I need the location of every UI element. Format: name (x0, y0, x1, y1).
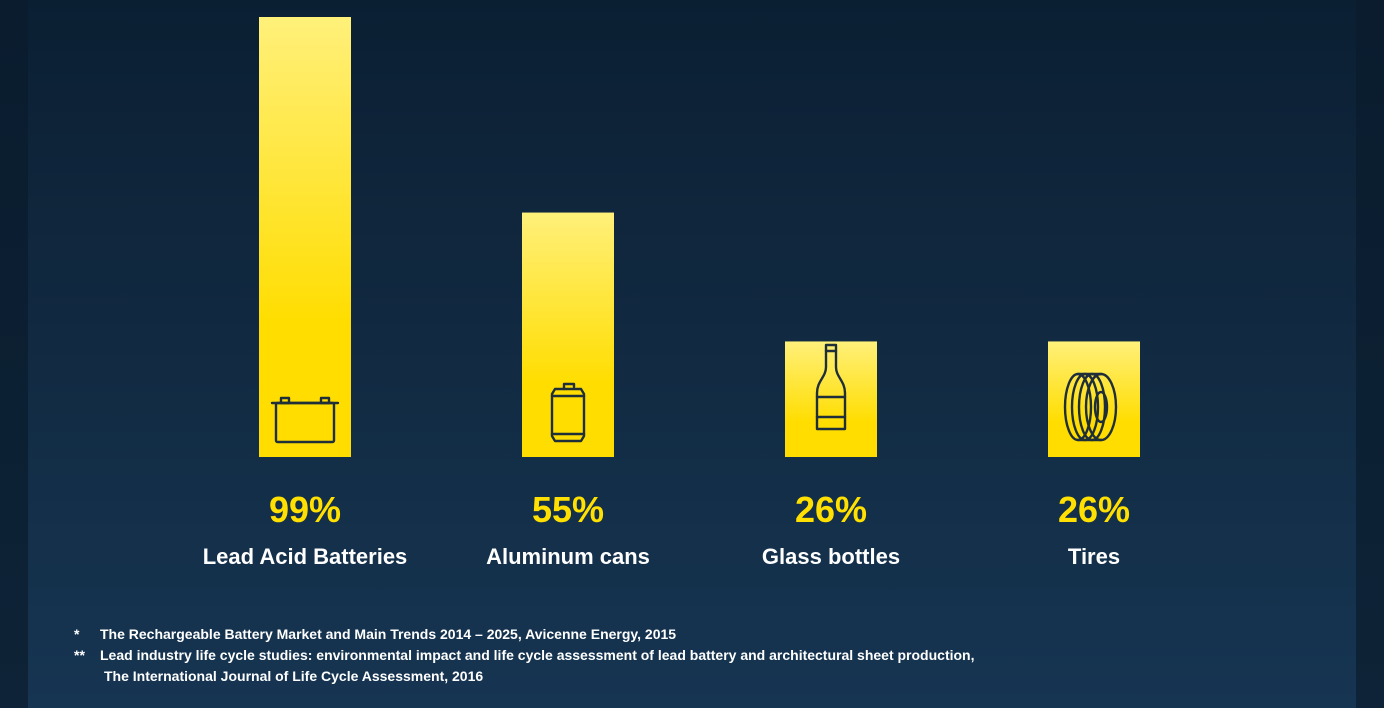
icons-layer (270, 343, 1118, 444)
footnote-1-marker: * (74, 626, 80, 642)
value-label-1: 99% (269, 489, 341, 530)
footnote-2-marker: ** (74, 647, 85, 663)
bottle-icon (815, 343, 847, 431)
battery-icon (270, 396, 340, 444)
value-label-3: 26% (795, 489, 867, 530)
can-icon (550, 382, 586, 443)
footnote-2: ** Lead industry life cycle studies: env… (74, 645, 975, 666)
category-label-3: Glass bottles (762, 544, 900, 569)
labels-layer: 99% Lead Acid Batteries 55% Aluminum cans 26… (203, 489, 1130, 569)
footnote-2-text: Lead industry life cycle studies: enviro… (100, 647, 975, 663)
footnote-1: * The Rechargeable Battery Market and Ma… (74, 624, 975, 645)
category-label-2: Aluminum cans (486, 544, 650, 569)
tire-icon (1063, 372, 1118, 442)
bar-2 (522, 212, 614, 457)
value-label-4: 26% (1058, 489, 1130, 530)
bar-1 (259, 17, 351, 457)
footnotes: * The Rechargeable Battery Market and Ma… (74, 624, 975, 687)
value-label-2: 55% (532, 489, 604, 530)
bars-layer (259, 17, 1140, 457)
left-edge-band (0, 0, 28, 708)
bar-3 (785, 341, 877, 457)
category-label-4: Tires (1068, 544, 1120, 569)
footnote-2-continuation: The International Journal of Life Cycle … (104, 668, 484, 684)
recycling-rate-chart: 99% Lead Acid Batteries 55% Aluminum cans 26… (203, 17, 1140, 569)
category-label-1: Lead Acid Batteries (203, 544, 408, 569)
right-edge-band (1356, 0, 1384, 708)
footnote-1-text: The Rechargeable Battery Market and Main… (100, 626, 677, 642)
